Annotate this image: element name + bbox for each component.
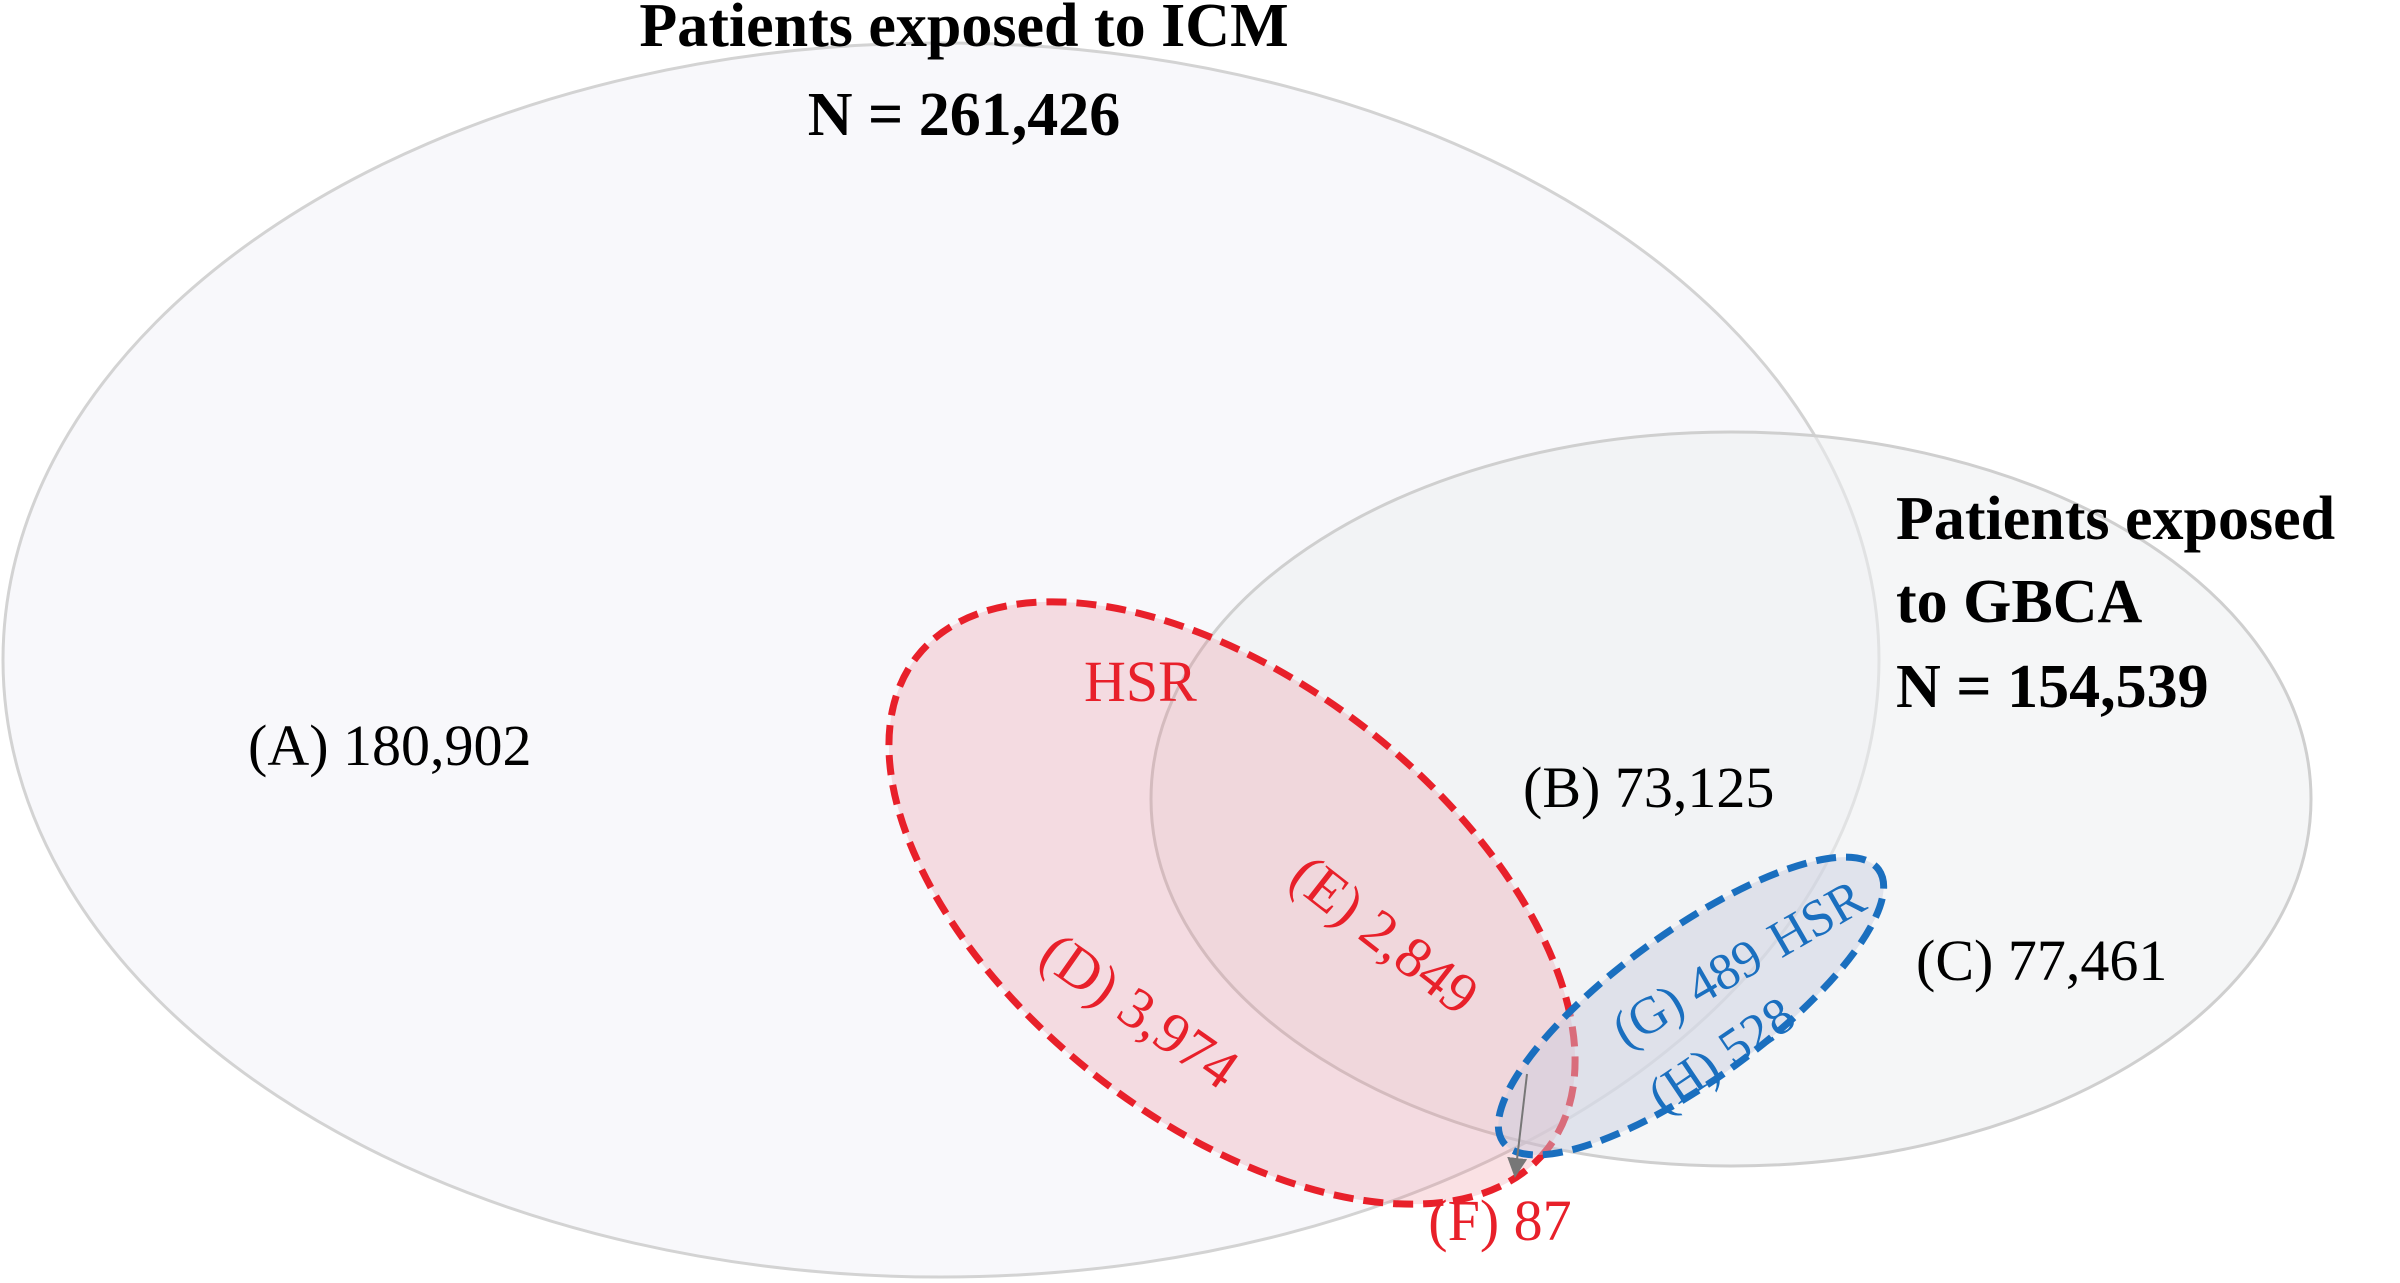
icm-hsr-label: HSR bbox=[1084, 649, 1197, 714]
region-a-label: (A) 180,902 bbox=[248, 713, 532, 778]
icm-hsr-set bbox=[885, 598, 1579, 1208]
region-f-label: (F) 87 bbox=[1428, 1188, 1571, 1253]
region-c-label: (C) 77,461 bbox=[1916, 928, 2167, 993]
gbca-title-line1: Patients exposed bbox=[1896, 485, 2335, 553]
icm-title: Patients exposed to ICM bbox=[639, 0, 1288, 60]
icm-n: N = 261,426 bbox=[808, 81, 1121, 149]
gbca-hsr-set bbox=[1494, 853, 1888, 1159]
gbca-title-line2: to GBCA bbox=[1896, 568, 2143, 636]
gbca-n: N = 154,539 bbox=[1896, 653, 2209, 721]
region-b-label: (B) 73,125 bbox=[1523, 755, 1774, 820]
gbca-set bbox=[1149, 430, 2313, 1168]
region-f-pointer-arrow bbox=[1507, 1073, 1528, 1178]
